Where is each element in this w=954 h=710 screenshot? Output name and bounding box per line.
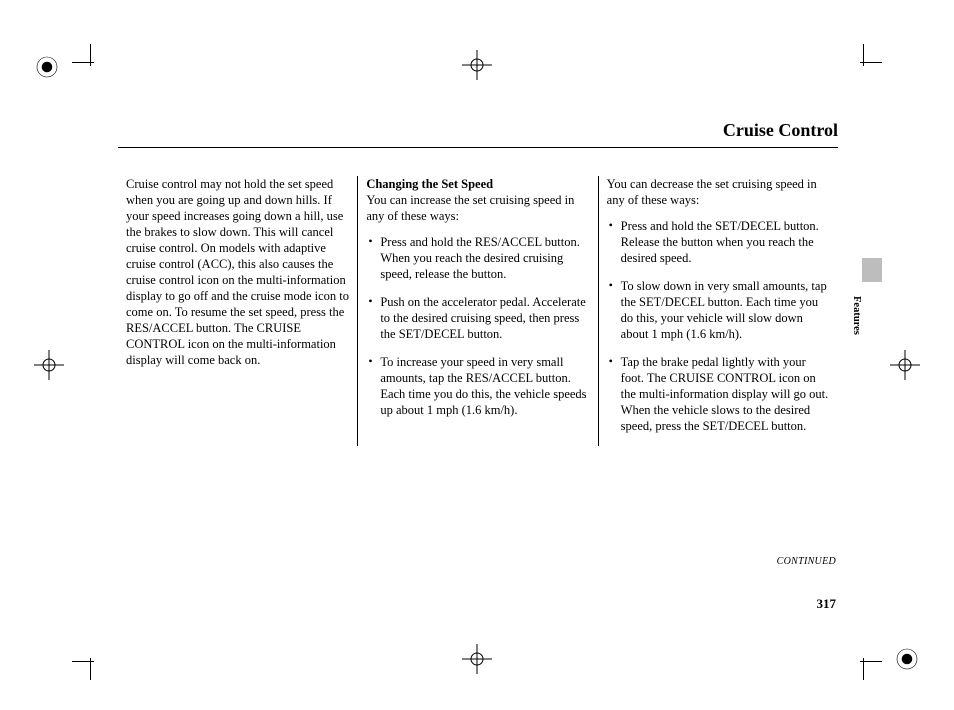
crop-mark-icon [72, 640, 112, 680]
content-area: Cruise Control Cruise control may not ho… [118, 120, 838, 446]
list-item: Push on the accelerator pedal. Accelerat… [366, 294, 589, 342]
registration-star-icon [30, 50, 64, 84]
subheading: Changing the Set Speed [366, 177, 493, 191]
body-paragraph: Cruise control may not hold the set spee… [126, 176, 349, 368]
registration-mark-icon [462, 50, 492, 80]
page-title: Cruise Control [118, 120, 838, 148]
section-tab-bg [862, 258, 882, 282]
crop-mark-icon [842, 44, 882, 84]
crop-mark-icon [842, 640, 882, 680]
continued-label: CONTINUED [777, 556, 836, 567]
list-item: Press and hold the RES/ACCEL button. Whe… [366, 234, 589, 282]
bullet-list: Press and hold the RES/ACCEL button. Whe… [366, 234, 589, 418]
crop-mark-icon [72, 44, 112, 84]
body-paragraph: You can decrease the set cruising speed … [607, 176, 830, 208]
text-columns: Cruise control may not hold the set spee… [118, 176, 838, 446]
manual-page: Features Cruise Control Cruise control m… [0, 0, 954, 710]
column-3: You can decrease the set cruising speed … [598, 176, 838, 446]
list-item: Tap the brake pedal lightly with your fo… [607, 354, 830, 434]
body-paragraph: You can increase the set cruising speed … [366, 193, 574, 223]
registration-mark-icon [34, 350, 64, 380]
registration-mark-icon [462, 644, 492, 674]
column-2: Changing the Set Speed You can increase … [357, 176, 597, 446]
registration-mark-icon [890, 350, 920, 380]
list-item: To increase your speed in very small amo… [366, 354, 589, 418]
bullet-list: Press and hold the SET/DECEL button. Rel… [607, 218, 830, 434]
page-number: 317 [817, 596, 837, 612]
list-item: To slow down in very small amounts, tap … [607, 278, 830, 342]
column-1: Cruise control may not hold the set spee… [118, 176, 357, 446]
section-tab-label: Features [851, 296, 862, 335]
list-item: Press and hold the SET/DECEL button. Rel… [607, 218, 830, 266]
registration-star-icon [890, 642, 924, 676]
